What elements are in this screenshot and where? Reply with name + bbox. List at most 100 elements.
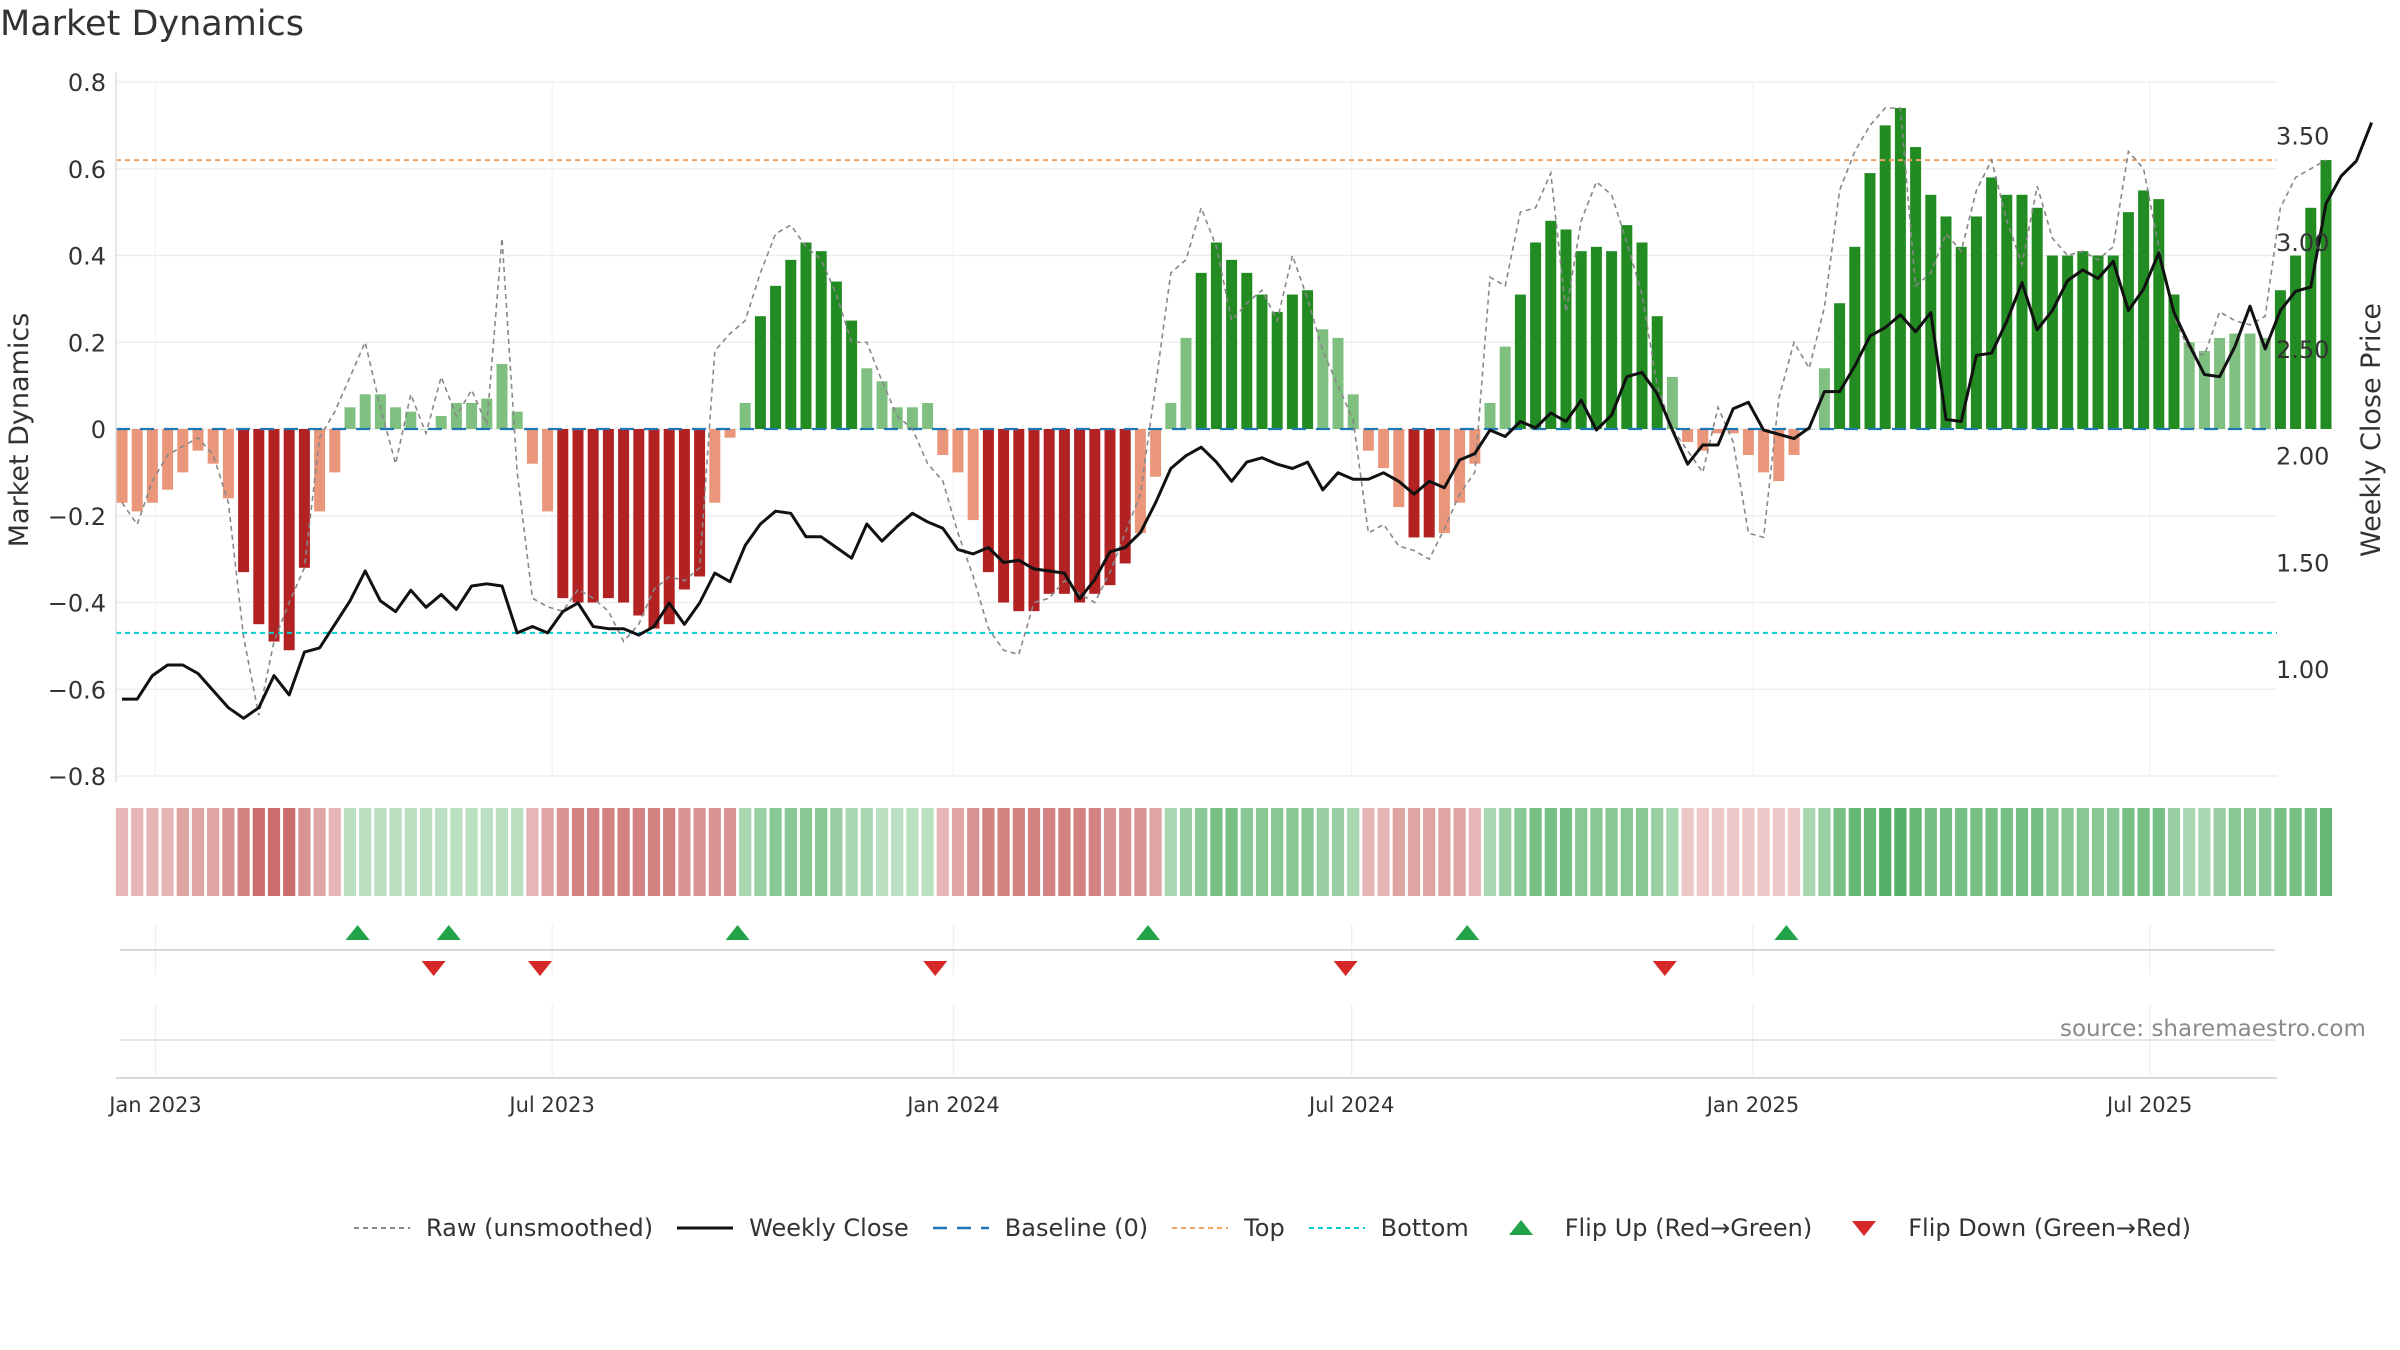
regime-cell	[176, 808, 189, 896]
regime-cell	[1453, 808, 1466, 896]
regime-cell	[480, 808, 493, 896]
dynamics-bar	[982, 429, 994, 573]
regime-cell	[754, 808, 767, 896]
y-tick-left: 0	[91, 416, 106, 444]
dynamics-bars	[116, 108, 2332, 651]
regime-cell	[1119, 808, 1132, 896]
regime-cell	[2167, 808, 2181, 896]
regime-cell	[2137, 808, 2150, 896]
dynamics-bar	[2153, 199, 2165, 429]
regime-cell	[343, 808, 357, 896]
regime-cell	[465, 808, 478, 896]
dynamics-bar	[633, 429, 645, 616]
y-tick-right: 3.00	[2276, 229, 2329, 257]
dynamics-bar	[1864, 173, 1876, 429]
regime-cell	[1286, 808, 1299, 896]
y-tick-left: 0.4	[68, 243, 106, 271]
regime-cell	[1134, 808, 1147, 896]
regime-cell	[404, 808, 417, 896]
source-note: source: sharemaestro.com	[2060, 1016, 2366, 1042]
regime-cell	[1711, 808, 1725, 896]
close-line	[122, 122, 2373, 720]
regime-cell	[1970, 808, 1983, 896]
dynamics-bar	[420, 429, 432, 430]
regime-cell	[784, 808, 797, 896]
dynamics-bar	[952, 429, 964, 473]
flip-down-marker	[528, 961, 552, 976]
dynamics-bar	[2259, 337, 2271, 429]
dynamics-bar	[1454, 429, 1466, 503]
dynamics-bar	[724, 429, 736, 438]
y-tick-right: 2.50	[2276, 336, 2329, 364]
close-series	[122, 122, 2373, 720]
dynamics-bar	[207, 429, 219, 464]
regime-cell	[1499, 808, 1512, 896]
legend-label: Baseline (0)	[1004, 1214, 1149, 1242]
regime-cell	[921, 808, 934, 896]
regime-cell	[1559, 808, 1573, 896]
regime-cell	[723, 808, 737, 896]
regime-cell	[906, 808, 919, 896]
dynamics-bar	[1256, 294, 1268, 429]
y-tick-left: −0.8	[48, 763, 106, 791]
regime-cell	[830, 808, 843, 896]
regime-cell	[1073, 808, 1086, 896]
dynamics-bar	[2290, 255, 2302, 429]
legend-swatch-baseline	[932, 1226, 989, 1230]
legend-label: Top	[1244, 1214, 1285, 1242]
regime-cell	[328, 808, 341, 896]
legend-item-baseline: Baseline (0)	[931, 1214, 1148, 1242]
dynamics-bar	[1651, 316, 1663, 429]
regime-cell	[1271, 808, 1284, 896]
y-tick-right: 1.00	[2276, 656, 2329, 684]
dynamics-bar	[2062, 255, 2074, 429]
flip-up-marker	[345, 925, 370, 940]
dynamics-bar	[526, 429, 538, 464]
dynamics-bar	[1134, 429, 1146, 534]
y-axis-right-label: Weekly Close Price	[2356, 303, 2387, 557]
dynamics-bar	[1666, 376, 1678, 429]
regime-cell	[1195, 808, 1208, 896]
y-tick-left: 0.6	[68, 156, 106, 184]
dynamics-bar	[572, 429, 584, 603]
legend-item-close: Weekly Close	[675, 1214, 909, 1242]
regime-cell	[2046, 808, 2059, 896]
regime-cell	[1909, 808, 1922, 896]
legend-swatch-bottom	[1308, 1227, 1365, 1229]
dynamics-bar	[481, 398, 493, 429]
dynamics-bar	[1150, 429, 1162, 477]
y-tick-left: −0.2	[48, 503, 106, 531]
regime-cell	[556, 808, 569, 896]
y-tick-left: 0.2	[68, 329, 106, 357]
regime-cell	[951, 808, 965, 896]
regime-cell	[1818, 808, 1831, 896]
dynamics-bar	[1955, 246, 1967, 429]
dynamics-bar	[2183, 342, 2195, 429]
regime-cell	[1939, 808, 1953, 896]
regime-cell	[1575, 808, 1588, 896]
dynamics-bar	[1210, 242, 1222, 429]
regime-cell	[769, 808, 782, 896]
regime-cell	[222, 808, 235, 896]
flip-down-marker	[923, 961, 948, 976]
regime-cell	[1833, 808, 1846, 896]
regime-cell	[2304, 808, 2317, 896]
dynamics-bar	[1606, 251, 1618, 429]
regime-cell	[450, 808, 463, 896]
y-tick-left: −0.4	[48, 590, 106, 618]
regime-cell	[2243, 808, 2257, 896]
regime-cell	[739, 808, 752, 896]
regime-cell	[647, 808, 661, 896]
dynamics-bar	[937, 429, 949, 456]
regime-cell	[1149, 808, 1162, 896]
dynamics-bar	[785, 259, 797, 429]
x-tick-label: Jul 2025	[2105, 1093, 2192, 1117]
dynamics-bar	[1043, 429, 1055, 594]
dynamics-bar	[1408, 429, 1420, 538]
x-tick-label: Jul 2023	[507, 1093, 594, 1117]
dynamics-bar	[1575, 251, 1587, 429]
regime-cell	[708, 808, 721, 896]
dynamics-bar	[1195, 272, 1207, 429]
dynamics-bar	[496, 363, 508, 429]
regime-cell	[693, 808, 706, 896]
